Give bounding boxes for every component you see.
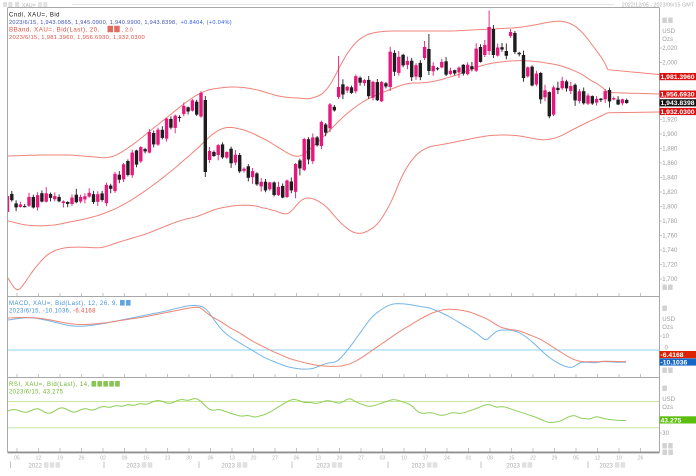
svg-text:12: 12 bbox=[36, 455, 42, 461]
svg-text:19: 19 bbox=[616, 455, 622, 461]
svg-text:27: 27 bbox=[358, 455, 364, 461]
svg-text:-10.1036: -10.1036 bbox=[661, 359, 688, 366]
svg-text:19: 19 bbox=[57, 455, 63, 461]
svg-text:2023: 2023 bbox=[506, 462, 520, 469]
svg-text:2023: 2023 bbox=[126, 462, 140, 469]
svg-text:1,860: 1,860 bbox=[662, 161, 678, 167]
svg-text:1,920: 1,920 bbox=[662, 118, 678, 124]
svg-text:43.275: 43.275 bbox=[661, 417, 682, 424]
svg-text:20: 20 bbox=[251, 455, 257, 461]
svg-text:30: 30 bbox=[662, 431, 669, 437]
svg-text:-6.4168: -6.4168 bbox=[661, 352, 684, 359]
svg-text:2023: 2023 bbox=[316, 462, 330, 469]
svg-text:1,956.6930: 1,956.6930 bbox=[661, 92, 695, 99]
svg-text:2023/6/15, 1,943.0865, 1,945.0: 2023/6/15, 1,943.0865, 1,945.0900, 1,940… bbox=[9, 20, 177, 26]
svg-text:03: 03 bbox=[380, 455, 386, 461]
svg-text:15: 15 bbox=[509, 455, 515, 461]
svg-text:24: 24 bbox=[444, 455, 450, 461]
svg-text:2023/6/15, 43.275: 2023/6/15, 43.275 bbox=[9, 390, 64, 396]
svg-text:2023: 2023 bbox=[411, 462, 425, 469]
svg-text:05: 05 bbox=[573, 455, 579, 461]
svg-text:1,943.8398: 1,943.8398 bbox=[661, 100, 695, 107]
svg-text:Ozs: Ozs bbox=[662, 37, 673, 43]
svg-text:2023: 2023 bbox=[221, 462, 235, 469]
svg-text:2,000: 2,000 bbox=[662, 61, 678, 67]
svg-text:1,981.3960: 1,981.3960 bbox=[661, 74, 695, 81]
svg-text:1,800: 1,800 bbox=[662, 205, 678, 211]
svg-text:02: 02 bbox=[100, 455, 106, 461]
svg-text:1,880: 1,880 bbox=[662, 147, 678, 153]
svg-text:2022/12/05 - 2023/06/15 GMT: 2022/12/05 - 2023/06/15 GMT bbox=[622, 3, 695, 9]
svg-text:30: 30 bbox=[186, 455, 192, 461]
svg-text:+0.8404, (+0.04%): +0.8404, (+0.04%) bbox=[181, 20, 232, 26]
svg-text:, 2.0: , 2.0 bbox=[122, 28, 133, 34]
svg-text:27: 27 bbox=[272, 455, 278, 461]
svg-text:1,900: 1,900 bbox=[662, 132, 678, 138]
svg-text:2023/6/15, -10.1036,: 2023/6/15, -10.1036, bbox=[9, 309, 71, 315]
svg-text:17: 17 bbox=[423, 455, 429, 461]
svg-text:13: 13 bbox=[315, 455, 321, 461]
svg-text:09: 09 bbox=[122, 455, 128, 461]
svg-text:26: 26 bbox=[79, 455, 85, 461]
svg-text:1,700: 1,700 bbox=[662, 277, 678, 283]
svg-text:05: 05 bbox=[14, 455, 20, 461]
svg-text:USD: USD bbox=[662, 29, 675, 35]
svg-text:Cndl, XAU=, Bid: Cndl, XAU=, Bid bbox=[9, 13, 60, 19]
svg-text:2023: 2023 bbox=[599, 462, 613, 469]
svg-text:20: 20 bbox=[337, 455, 343, 461]
svg-text:1,820: 1,820 bbox=[662, 190, 678, 196]
svg-text:1,760: 1,760 bbox=[662, 234, 678, 240]
svg-text:06: 06 bbox=[208, 455, 214, 461]
svg-text:USD: USD bbox=[662, 397, 675, 403]
svg-text:1,840: 1,840 bbox=[662, 176, 678, 182]
svg-text:2022: 2022 bbox=[28, 462, 42, 469]
svg-text:XAU=: XAU= bbox=[22, 3, 36, 9]
svg-text:2023/6/15, 1,981.3960, 1,956.6: 2023/6/15, 1,981.3960, 1,956.6930, 1,932… bbox=[9, 35, 145, 41]
svg-text:12: 12 bbox=[595, 455, 601, 461]
svg-text:10: 10 bbox=[662, 334, 669, 340]
svg-text:13: 13 bbox=[229, 455, 235, 461]
svg-text:26: 26 bbox=[638, 455, 644, 461]
svg-text:BBand, XAU=, Bid(Last), 20,: BBand, XAU=, Bid(Last), 20, bbox=[9, 27, 100, 34]
svg-text:1,780: 1,780 bbox=[662, 219, 678, 225]
svg-text:1,740: 1,740 bbox=[662, 248, 678, 254]
svg-text:29: 29 bbox=[552, 455, 558, 461]
svg-text:MACD, XAU=, Bid(Last), 12, 26,: MACD, XAU=, Bid(Last), 12, 26, 9, bbox=[9, 301, 118, 307]
svg-text:10: 10 bbox=[401, 455, 407, 461]
svg-text:1,720: 1,720 bbox=[662, 263, 678, 269]
svg-text:-6.4168: -6.4168 bbox=[73, 309, 96, 315]
svg-text:06: 06 bbox=[294, 455, 300, 461]
svg-text:Ozs: Ozs bbox=[662, 405, 673, 411]
svg-text:22: 22 bbox=[530, 455, 536, 461]
svg-text:RSI, XAU=, Bid(Last), 14,: RSI, XAU=, Bid(Last), 14, bbox=[9, 382, 90, 388]
svg-text:1,932.0300: 1,932.0300 bbox=[661, 109, 695, 116]
svg-text:USD: USD bbox=[662, 317, 675, 323]
svg-text:23: 23 bbox=[165, 455, 171, 461]
svg-text:Ozs: Ozs bbox=[662, 325, 673, 331]
svg-text:01: 01 bbox=[466, 455, 472, 461]
svg-text:16: 16 bbox=[143, 455, 149, 461]
svg-text:08: 08 bbox=[487, 455, 493, 461]
svg-text:2,020: 2,020 bbox=[662, 46, 678, 52]
